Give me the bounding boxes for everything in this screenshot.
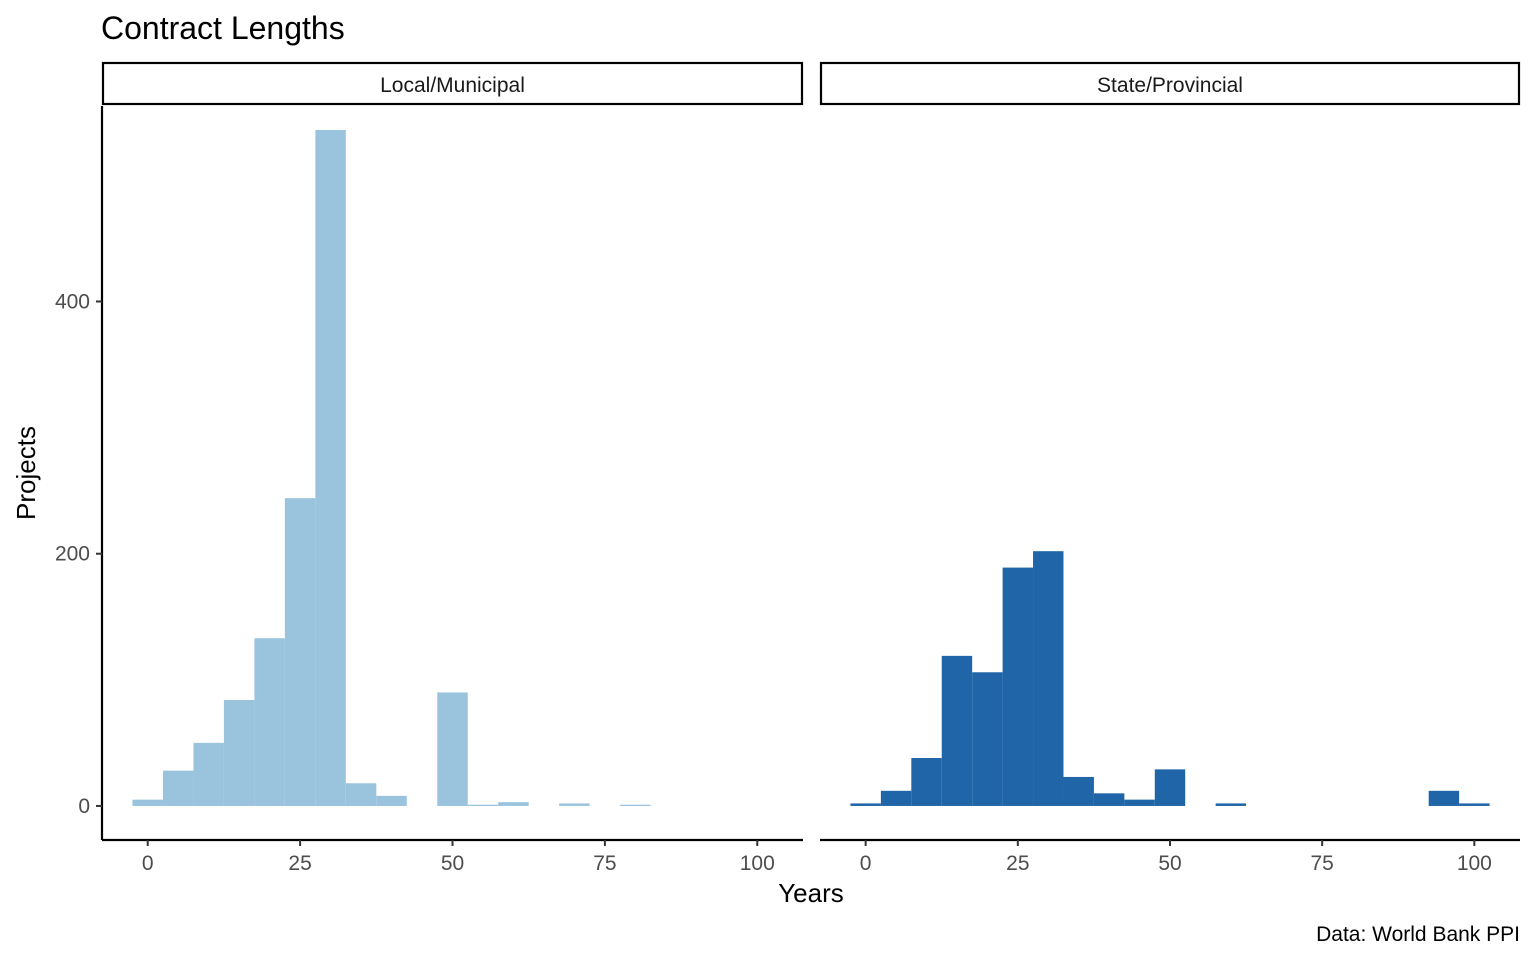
histogram-bar <box>345 783 377 806</box>
y-tick-label: 400 <box>55 290 90 313</box>
histogram-bar <box>437 692 468 806</box>
facet-panels: Local/Municipal 0 25 50 75 100 0 200 400 State/Pr… <box>55 61 1521 875</box>
x-tick-label: 50 <box>1158 852 1181 875</box>
histogram-bar <box>911 758 942 806</box>
facet-strip <box>101 61 804 106</box>
y-tick-label: 200 <box>55 543 90 566</box>
x-tick-label: 25 <box>1006 852 1029 875</box>
x-tick-label: 75 <box>593 852 616 875</box>
histogram-bar <box>132 799 163 806</box>
x-tick-label: 25 <box>288 852 311 875</box>
facet-panel: State/Provincial 0 25 50 75 100 <box>819 61 1521 875</box>
x-tick-label: 100 <box>740 852 775 875</box>
histogram-bar <box>254 638 285 806</box>
y-tick-label: 0 <box>78 795 90 818</box>
facet-strip-label: State/Provincial <box>1097 74 1243 97</box>
histogram-bar <box>1124 799 1155 806</box>
histogram-bar <box>1428 790 1460 806</box>
histogram-bar <box>467 804 499 806</box>
histogram-bar <box>620 804 651 806</box>
x-tick-label: 100 <box>1457 852 1492 875</box>
x-tick-label: 0 <box>860 852 872 875</box>
x-tick-label: 75 <box>1310 852 1333 875</box>
facet-strip-label: Local/Municipal <box>380 74 525 97</box>
histogram-bar <box>880 790 912 806</box>
histogram-bar <box>162 770 194 806</box>
histogram-bar <box>941 655 973 806</box>
histogram-bar <box>1215 803 1247 806</box>
histogram-bar <box>1063 776 1094 806</box>
histogram-bar <box>850 803 881 806</box>
chart-title: Contract Lengths <box>101 10 345 46</box>
histogram-bar <box>193 742 224 806</box>
histogram-bar <box>376 795 407 806</box>
histogram-bar <box>315 129 346 806</box>
histogram-bar <box>1002 567 1034 806</box>
histogram-bar <box>1033 551 1064 806</box>
histogram-bar <box>284 498 316 806</box>
histogram-bar <box>559 803 590 806</box>
x-tick-label: 50 <box>441 852 464 875</box>
facet-strip <box>819 61 1521 106</box>
chart-caption: Data: World Bank PPI <box>1316 923 1520 946</box>
histogram-bar <box>498 802 529 806</box>
x-axis-title: Years <box>778 878 844 908</box>
histogram-bar <box>1093 793 1125 806</box>
histogram-bar <box>223 700 255 806</box>
histogram-bar <box>972 672 1003 806</box>
y-axis-title: Projects <box>11 426 41 520</box>
x-tick-label: 0 <box>142 852 154 875</box>
histogram-bar <box>1459 803 1490 806</box>
facet-panel: Local/Municipal 0 25 50 75 100 0 200 400 <box>55 61 804 875</box>
histogram-bar <box>1154 769 1186 806</box>
